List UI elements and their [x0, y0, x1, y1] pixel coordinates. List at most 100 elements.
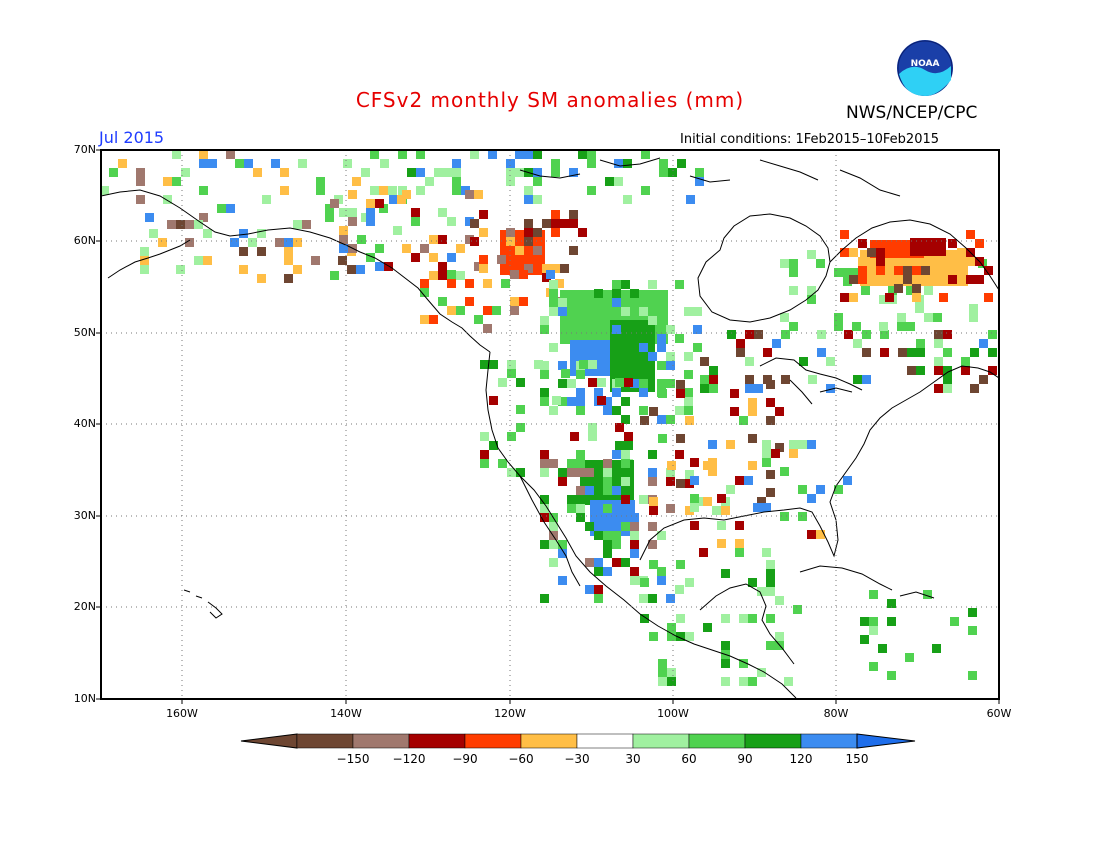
anomaly-cell — [551, 219, 560, 228]
anomaly-cell — [657, 415, 666, 424]
anomaly-cell — [685, 578, 694, 587]
anomaly-cell — [637, 320, 646, 329]
anomaly-cell — [603, 540, 612, 549]
anomaly-cell — [587, 299, 596, 308]
anomaly-cell — [612, 486, 621, 495]
anomaly-cell — [579, 360, 588, 369]
anomaly-cell — [163, 195, 172, 204]
anomaly-cell — [726, 485, 735, 494]
anomaly-cell — [858, 275, 867, 284]
anomaly-cell — [721, 614, 730, 623]
anomaly-cell — [639, 343, 648, 352]
anomaly-cell — [632, 299, 641, 308]
anomaly-cell — [919, 247, 928, 256]
anomaly-cell — [456, 244, 465, 253]
anomaly-cell — [789, 286, 798, 295]
anomaly-cell — [549, 298, 558, 307]
anomaly-cell — [648, 352, 657, 361]
lon-label: 140W — [330, 707, 362, 720]
anomaly-cell — [676, 434, 685, 443]
anomaly-cell — [628, 329, 637, 338]
anomaly-cell — [416, 186, 425, 195]
anomaly-cell — [624, 441, 633, 450]
anomaly-cell — [507, 360, 516, 369]
anomaly-cell — [666, 468, 675, 477]
anomaly-cell — [438, 297, 447, 306]
anomaly-cell — [763, 375, 772, 384]
anomaly-cell — [623, 195, 632, 204]
anomaly-cell — [603, 477, 612, 486]
anomaly-cell — [869, 268, 878, 277]
anomaly-cell — [519, 297, 528, 306]
coastline-baja — [519, 475, 581, 587]
anomaly-cell — [500, 248, 509, 257]
anomaly-cell — [284, 247, 293, 256]
anomaly-cell — [666, 415, 675, 424]
anomaly-cell — [594, 513, 603, 522]
anomaly-cell — [549, 406, 558, 415]
anomaly-cell — [619, 338, 628, 347]
anomaly-cell — [185, 220, 194, 229]
anomaly-cell — [470, 219, 479, 228]
anomaly-cell — [905, 259, 914, 268]
anomaly-cell — [934, 339, 943, 348]
anomaly-cell — [540, 325, 549, 334]
anomaly-cell — [676, 389, 685, 398]
anomaly-cell — [199, 159, 208, 168]
anomaly-cell — [970, 384, 979, 393]
anomaly-cell — [780, 259, 789, 268]
anomaly-cell — [619, 356, 628, 365]
anomaly-cell — [628, 338, 637, 347]
anomaly-cell — [199, 186, 208, 195]
anomaly-cell — [700, 375, 709, 384]
anomaly-cell — [519, 270, 528, 279]
anomaly-cell — [843, 277, 852, 286]
anomaly-cell — [906, 286, 915, 295]
anomaly-cell — [603, 406, 612, 415]
anomaly-cell — [540, 370, 549, 379]
anomaly-cell — [185, 238, 194, 247]
anomaly-cell — [280, 168, 289, 177]
anomaly-cell — [524, 228, 533, 237]
anomaly-cell — [699, 548, 708, 557]
anomaly-cell — [579, 349, 588, 358]
anomaly-cell — [589, 460, 598, 469]
anomaly-cell — [630, 513, 639, 522]
anomaly-cell — [498, 378, 507, 387]
anomaly-cell — [894, 284, 903, 293]
anomaly-cell — [552, 396, 561, 405]
anomaly-cell — [621, 477, 630, 486]
anomaly-cell — [576, 459, 585, 468]
anomaly-cell — [849, 248, 858, 257]
colorbar-label: −150 — [336, 752, 370, 766]
anomaly-cell — [648, 594, 657, 603]
anomaly-cell — [948, 239, 957, 248]
anomaly-cell — [675, 406, 684, 415]
anomaly-cell — [447, 270, 456, 279]
anomaly-cell — [163, 177, 172, 186]
anomaly-cell — [766, 569, 775, 578]
anomaly-cell — [843, 476, 852, 485]
anomaly-cell — [798, 485, 807, 494]
anomaly-cell — [932, 268, 941, 277]
anomaly-cell — [657, 567, 666, 576]
anomaly-cell — [569, 299, 578, 308]
anomaly-cell — [585, 558, 594, 567]
anomaly-cell — [988, 348, 997, 357]
anomaly-cell — [226, 150, 235, 159]
anomaly-cell — [745, 357, 754, 366]
anomaly-cell — [906, 322, 915, 331]
anomaly-cell — [524, 237, 533, 246]
anomaly-cell — [712, 506, 721, 515]
anomaly-cell — [597, 396, 606, 405]
anomaly-cell — [853, 339, 862, 348]
anomaly-cell — [905, 653, 914, 662]
anomaly-cell — [567, 316, 576, 325]
anomaly-cell — [658, 668, 667, 677]
anomaly-cell — [576, 468, 585, 477]
anomaly-cell — [721, 659, 730, 668]
anomaly-cell — [849, 275, 858, 284]
anomaly-cell — [576, 343, 585, 352]
anomaly-cell — [524, 264, 533, 273]
anomaly-cell — [533, 150, 542, 159]
